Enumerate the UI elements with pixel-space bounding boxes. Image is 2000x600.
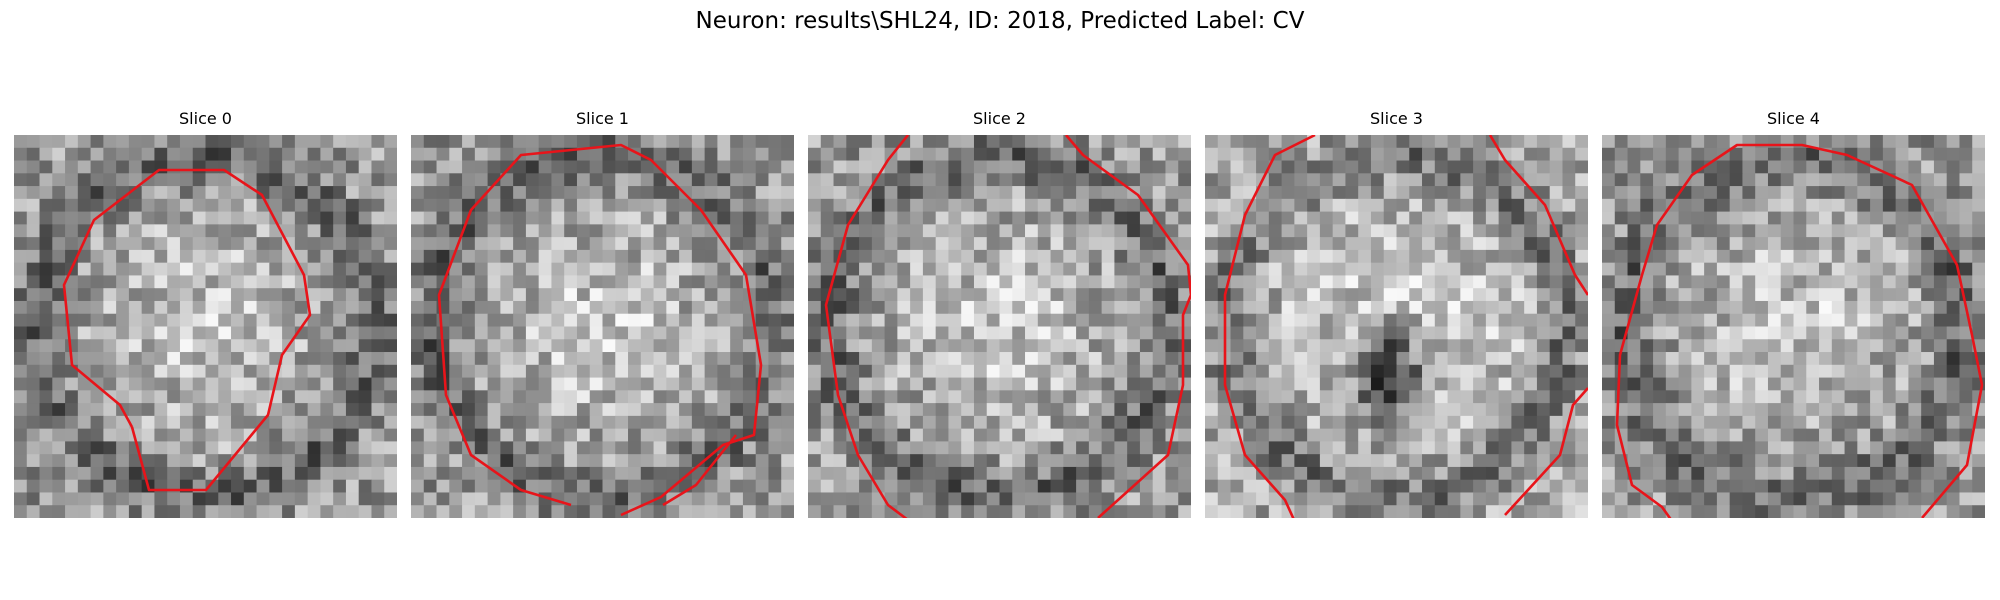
slice-image-4 [1602,135,1985,518]
slice-panel-2: Slice 2 [808,108,1191,518]
contour-line [662,434,738,507]
slice-image-2 [808,135,1191,518]
contour-line [62,168,312,492]
slice-title: Slice 4 [1767,109,1820,128]
contour-line [1065,135,1191,518]
contour-line [1504,387,1588,516]
slice-panel-4: Slice 4 [1602,108,1985,518]
contour-line [437,143,763,517]
slice-title: Slice 1 [576,109,629,128]
contour-line [824,135,910,518]
contour-line [1488,135,1588,296]
contour-line [1615,143,1984,518]
slice-panel-3: Slice 3 [1205,108,1588,518]
slice-title: Slice 2 [973,109,1026,128]
slice-title: Slice 3 [1370,109,1423,128]
slice-title: Slice 0 [179,109,232,128]
figure-title: Neuron: results\SHL24, ID: 2018, Predict… [695,8,1305,34]
slice-panel-0: Slice 0 [14,108,397,518]
contour-line [1223,135,1316,518]
slice-image-3 [1205,135,1588,518]
slice-image-1 [411,135,794,518]
slice-image-0 [14,135,397,518]
slice-panel-1: Slice 1 [411,108,794,518]
